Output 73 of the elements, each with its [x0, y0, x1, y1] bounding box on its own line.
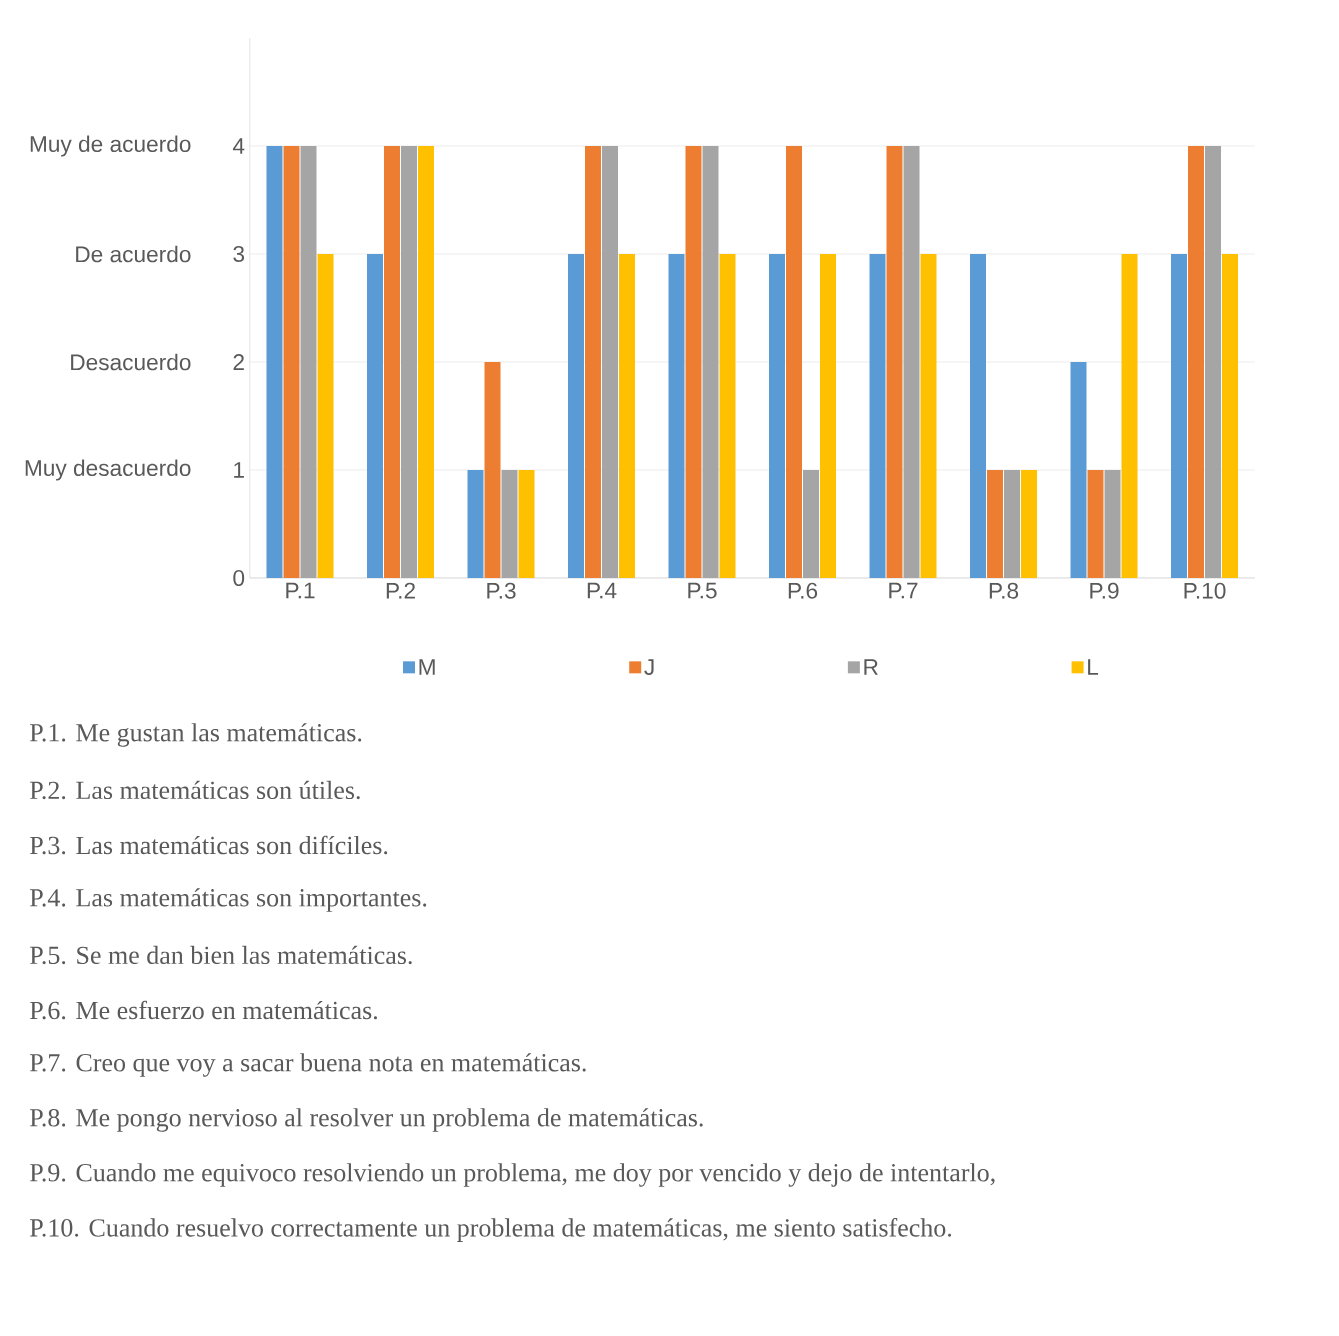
- x-tick-label: P.6: [788, 582, 818, 599]
- bar: [283, 145, 300, 578]
- x-tick-label: P.3: [487, 582, 516, 599]
- text: P.5. Se me dan bien las matemáticas.: [30, 945, 412, 965]
- x-tick-label: P.2: [386, 582, 415, 599]
- text: Desacuerdo: [71, 353, 191, 371]
- x-tick-label: P.4: [587, 582, 617, 599]
- bar: [702, 145, 719, 578]
- bar: [501, 469, 518, 578]
- bar: [1021, 469, 1038, 578]
- bar: [300, 145, 317, 578]
- text: P.7. Creo que voy a sacar buena nota en matemáticas.: [30, 1053, 586, 1077]
- bar: [719, 253, 736, 578]
- bar: [467, 469, 484, 578]
- x-tick-label: P.7: [889, 582, 918, 599]
- x-tick-label: P.10: [1184, 582, 1226, 599]
- bar: [384, 145, 400, 578]
- text: P.6. Me esfuerzo en matemáticas.: [30, 1000, 378, 1020]
- bar: [518, 469, 535, 578]
- y-tick-label: 2: [233, 354, 244, 370]
- y-tick-label: 4: [232, 138, 245, 154]
- text: P.1. Me gustan las matemáticas.: [30, 723, 362, 747]
- bar: [317, 253, 334, 578]
- text: Muy de acuerdo: [30, 135, 191, 157]
- bar: [1205, 145, 1222, 578]
- bar: [920, 253, 937, 578]
- text: P.8. Me pongo nervioso al resolver un problema de matemáticas.: [30, 1108, 703, 1132]
- bar: [869, 253, 886, 578]
- bar: [1004, 469, 1021, 578]
- legend-label: L: [1088, 659, 1099, 675]
- bar: [367, 253, 383, 578]
- bar: [970, 253, 987, 578]
- text: P.3. Las matemáticas son difíciles.: [30, 835, 388, 855]
- bar: [585, 145, 601, 578]
- bar: [1222, 253, 1239, 578]
- text: P.10. Cuando resuelvo correctamente un problema de matemáticas, me siento satisfecho.: [30, 1218, 952, 1242]
- bar: [987, 469, 1004, 578]
- y-tick-label: 0: [233, 569, 245, 587]
- bar: [1171, 253, 1188, 578]
- legend-label: R: [864, 659, 878, 675]
- text: De acuerdo: [76, 245, 191, 263]
- bar: [903, 145, 920, 578]
- text: P.2. Las matemáticas son útiles.: [30, 780, 360, 800]
- bar: [769, 253, 786, 578]
- y-tick-label: 3: [233, 245, 245, 263]
- text: P.4. Las matemáticas son importantes.: [30, 888, 427, 912]
- bar: [401, 145, 417, 578]
- bar: [1070, 361, 1087, 578]
- bar: [266, 145, 283, 578]
- bar: [820, 253, 837, 578]
- bar: [668, 253, 685, 578]
- bar: [886, 145, 903, 578]
- bar: [568, 253, 584, 578]
- bar: [803, 469, 820, 578]
- y-tick-label: 1: [234, 462, 244, 478]
- text: Muy desacuerdo: [25, 459, 191, 481]
- bar: [1121, 253, 1138, 578]
- legend-label: J: [644, 659, 654, 676]
- bar: [1087, 469, 1104, 578]
- legend-label: M: [419, 659, 435, 675]
- x-tick-label: P.9: [1090, 582, 1119, 599]
- bar: [418, 145, 434, 578]
- bar: [602, 145, 619, 578]
- bar: [786, 145, 802, 578]
- bar: [1104, 469, 1121, 578]
- x-tick-label: P.5: [688, 582, 717, 599]
- text: P.9. Cuando me equivoco resolviendo un problema, me doy por vencido y dejo de intentarlo,: [30, 1163, 995, 1187]
- x-tick-label: P.8: [989, 582, 1019, 599]
- x-tick-label: P.1: [286, 582, 315, 599]
- bar: [685, 145, 702, 578]
- bar: [484, 361, 501, 578]
- bar: [1188, 145, 1205, 578]
- bar: [619, 253, 636, 578]
